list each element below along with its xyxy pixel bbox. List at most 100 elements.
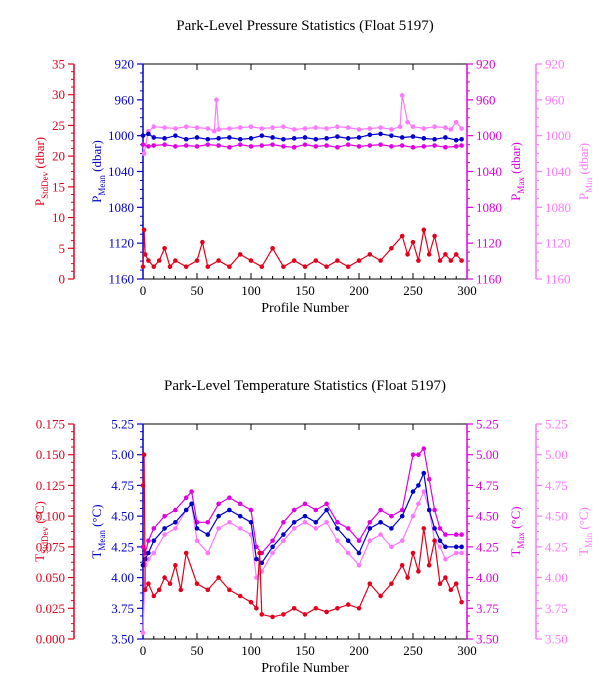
y-tick-label-stddev: 0.175: [36, 417, 65, 432]
data-point-mean: [183, 136, 189, 142]
data-point-max: [453, 532, 459, 537]
data-point-max: [281, 519, 286, 525]
y-tick-label-stddev: 25: [52, 118, 65, 133]
data-point-stddev: [151, 264, 157, 270]
data-point-mean: [453, 544, 459, 550]
data-point-mean: [459, 544, 464, 550]
data-point-stddev: [237, 593, 243, 599]
data-point-mean: [140, 562, 146, 568]
data-point-stddev: [227, 587, 232, 593]
y-tick-label-max: 1080: [476, 200, 502, 215]
data-point-mean: [324, 507, 329, 513]
data-point-max: [399, 143, 405, 148]
data-point-stddev: [216, 258, 221, 263]
data-point-max: [389, 144, 394, 149]
data-point-min: [141, 151, 147, 156]
y-tick-label-max: 1160: [476, 272, 502, 287]
data-point-min: [324, 519, 329, 525]
y-tick-label-max: 4.50: [476, 509, 499, 524]
x-axis-label: Profile Number: [261, 301, 349, 316]
data-point-max: [345, 526, 351, 531]
data-point-min: [324, 126, 329, 131]
data-point-stddev: [194, 581, 200, 587]
data-point-mean: [194, 135, 200, 140]
data-point-max: [302, 142, 308, 147]
data-point-mean: [313, 519, 319, 525]
data-point-stddev: [443, 575, 448, 580]
data-point-max: [140, 142, 146, 147]
data-point-stddev: [410, 239, 416, 245]
y-tick-label-min: 3.50: [545, 632, 568, 647]
data-point-max: [378, 142, 383, 147]
y-tick-label-mean: 4.00: [111, 570, 134, 585]
y-tick-label-min: 5.00: [545, 447, 568, 462]
data-point-mean: [324, 136, 329, 141]
series-line-stddev: [142, 229, 463, 268]
data-point-max: [248, 507, 254, 513]
data-point-stddev: [237, 252, 243, 257]
data-point-min: [437, 544, 443, 550]
y-tick-label-max: 920: [476, 57, 496, 72]
data-point-mean: [248, 136, 254, 141]
data-point-stddev: [399, 562, 405, 568]
data-point-stddev: [302, 264, 308, 270]
data-point-min: [162, 532, 167, 537]
x-tick-label: 250: [403, 283, 423, 298]
data-point-stddev: [313, 258, 319, 263]
data-point-max: [356, 144, 362, 149]
data-point-stddev: [410, 550, 416, 556]
x-tick-label: 100: [241, 643, 261, 658]
y-tick-label-max: 960: [476, 92, 496, 107]
x-tick-label: 300: [457, 643, 477, 658]
data-point-mean: [227, 135, 232, 140]
data-point-stddev: [405, 575, 410, 580]
data-point-stddev: [378, 258, 383, 263]
data-point-stddev: [216, 575, 221, 580]
data-point-stddev: [356, 605, 362, 611]
y-tick-label-max: 4.00: [476, 570, 499, 585]
data-point-mean: [389, 133, 394, 138]
data-point-max: [335, 145, 340, 150]
data-point-max: [205, 142, 211, 147]
data-point-max: [421, 144, 427, 149]
data-point-min: [211, 128, 217, 134]
data-point-max: [378, 507, 383, 513]
data-point-mean: [389, 526, 394, 531]
data-point-min: [405, 119, 410, 125]
data-point-stddev: [140, 264, 146, 270]
data-point-max: [459, 143, 464, 148]
data-point-min: [173, 126, 178, 131]
temperature-chart: Park-Level Temperature Statistics (Float…: [32, 378, 594, 676]
data-point-mean: [151, 538, 157, 544]
data-point-min: [248, 124, 254, 130]
y-tick-label-min: 1040: [545, 164, 571, 179]
data-point-min: [448, 127, 454, 132]
data-point-stddev: [437, 258, 443, 263]
data-point-max: [443, 145, 448, 150]
x-tick-label: 0: [140, 283, 147, 298]
data-point-stddev: [437, 581, 443, 587]
y-tick-label-stddev: 0.025: [36, 601, 65, 616]
data-point-stddev: [432, 538, 437, 544]
data-point-mean: [281, 136, 286, 142]
data-point-max: [432, 507, 437, 513]
data-point-stddev: [205, 587, 211, 593]
x-tick-label: 300: [457, 283, 477, 298]
data-point-min: [443, 556, 448, 562]
data-point-min: [214, 97, 219, 103]
data-point-min: [399, 538, 405, 544]
data-point-mean: [248, 519, 254, 525]
data-point-min: [259, 126, 265, 131]
data-point-stddev: [367, 581, 373, 587]
data-point-mean: [426, 507, 432, 513]
data-point-max: [459, 532, 464, 537]
data-point-min: [421, 126, 427, 131]
data-point-min: [421, 489, 427, 494]
data-point-stddev: [453, 252, 459, 257]
y-tick-label-stddev: 0.050: [36, 570, 65, 585]
data-point-max: [410, 145, 416, 150]
data-point-min: [356, 562, 362, 568]
data-point-mean: [356, 550, 362, 556]
data-point-stddev: [141, 227, 147, 233]
